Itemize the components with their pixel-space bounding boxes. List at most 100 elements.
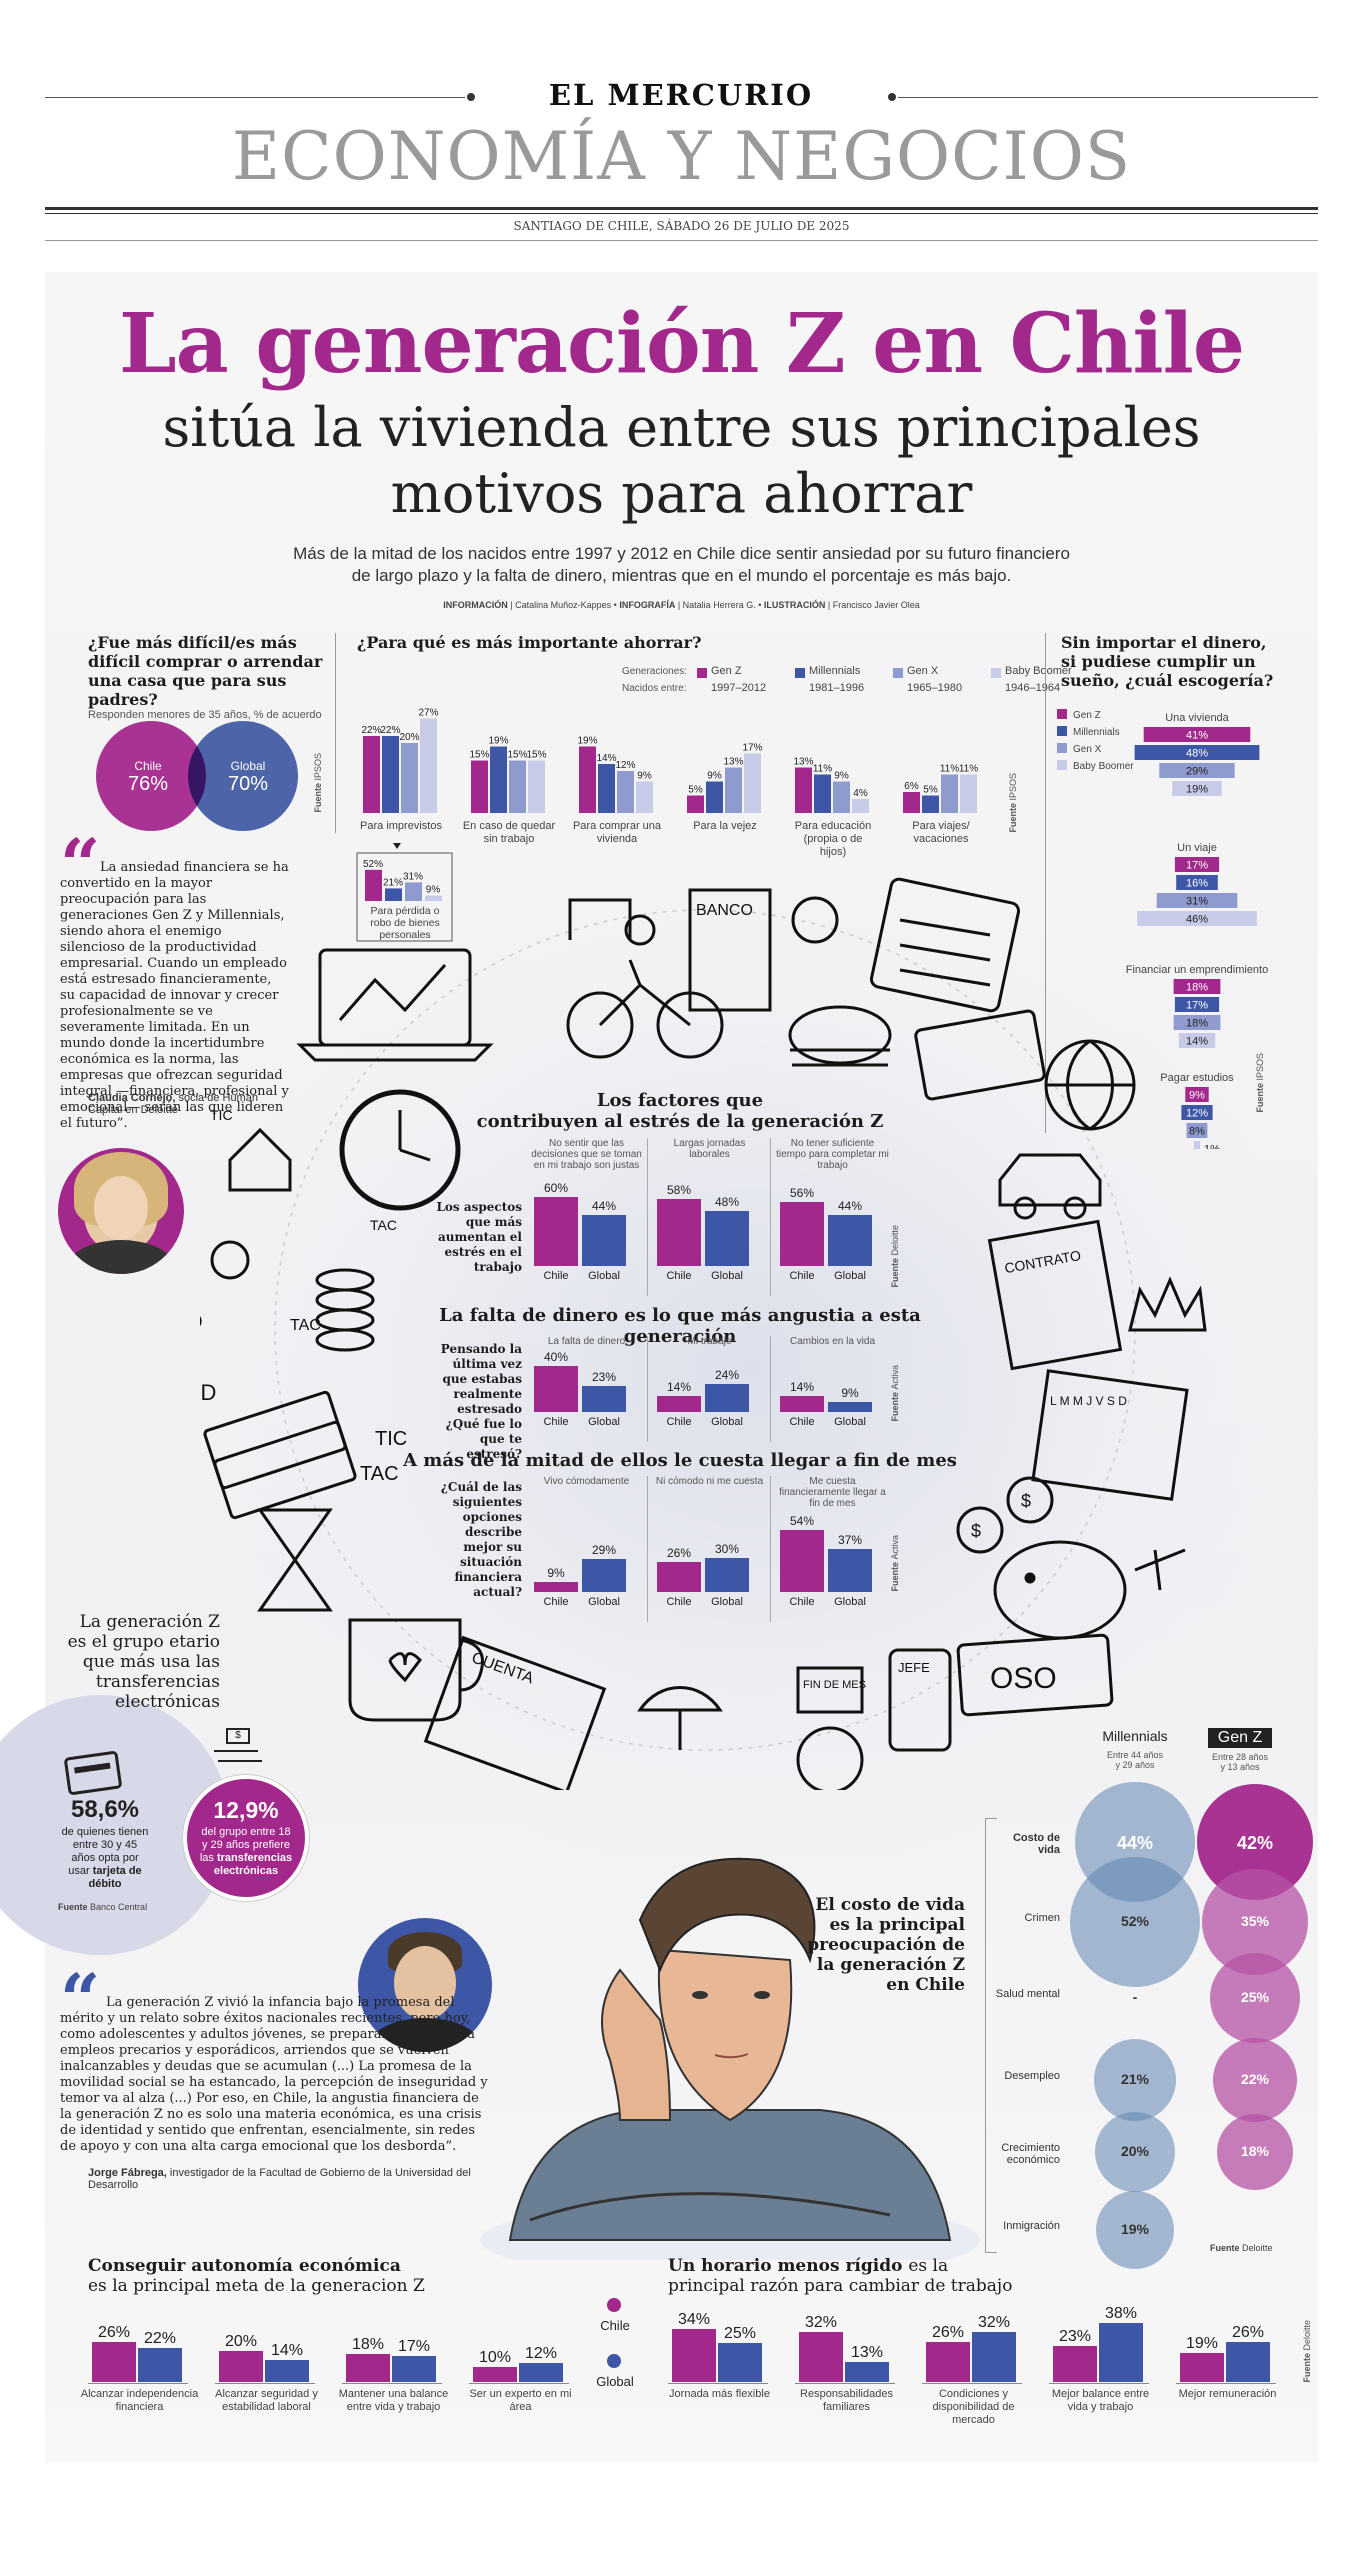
pair-divider <box>770 1336 771 1442</box>
bottom-bar-global <box>265 2360 309 2382</box>
concern-bubble-millennials <box>1070 1857 1200 1987</box>
savings-pointer-icon <box>393 843 401 849</box>
quote-mark-icon: “ <box>60 823 101 906</box>
concern-bubble-millennials <box>1093 2038 1177 2122</box>
savings-source-name: IPSOS <box>1008 773 1018 801</box>
savings-callout-label: robo de bienes <box>370 917 439 929</box>
transfers-v1-desc-1: de quienes tienen <box>61 1826 149 1838</box>
savings-source: Fuente IPSOS <box>1008 773 1018 833</box>
credit-info: Catalina Muñoz-Kappes <box>515 600 612 610</box>
portrait-jorge <box>358 1918 492 2052</box>
stress-source-name: Deloitte <box>890 1225 900 1256</box>
bottom-bar-label-chile: 19% <box>1185 2334 1219 2352</box>
pair-axis-label-global: Global <box>834 1596 866 1608</box>
housing-question-3: una casa que para sus padres? <box>88 671 287 709</box>
concerns-heading-4: la generación Z <box>816 1955 965 1975</box>
endmonth-question: ¿Cuál de las siguientes opciones describ… <box>440 1480 522 1599</box>
bottom-bar-label-global: 26% <box>1231 2323 1265 2341</box>
bottom-bar-label-chile: 23% <box>1058 2328 1092 2346</box>
savings-bar-label: 20% <box>399 732 419 743</box>
bottom-category-label: Mejor remuneración <box>1178 2388 1277 2400</box>
dream-bar <box>1176 875 1218 890</box>
dream-bar-label: 19% <box>1186 784 1208 796</box>
pair-axis-label-chile: Chile <box>666 1416 692 1428</box>
dream-bar-label: 46% <box>1186 914 1208 926</box>
quote-deloitte-role: socia de Human Capital en Deloitte <box>88 1092 258 1116</box>
savings-bar-label: 11% <box>813 764 832 775</box>
savings-legend-swatch <box>893 668 903 678</box>
pair-bar-label-global: 44% <box>837 1199 863 1214</box>
quote-deloitte-text: La ansiedad financiera se ha convertido … <box>60 860 289 1131</box>
pair-bar-label-chile: 56% <box>789 1185 815 1200</box>
dream-bar-label: 29% <box>1186 766 1208 778</box>
tablet-icon: CUENTA <box>423 1635 607 1790</box>
house-icon <box>228 1127 292 1192</box>
savings-bar-label: 6% <box>904 781 919 792</box>
dream-bar-label: 18% <box>1186 982 1208 994</box>
bottom-bar-global <box>845 2361 889 2382</box>
dream-category-label: Financiar un emprendimiento <box>1126 964 1268 976</box>
savings-bar-label: 14% <box>596 753 616 764</box>
pair-axis-label-chile: Chile <box>543 1270 569 1282</box>
schedule-source-label: Fuente <box>1302 2353 1312 2383</box>
pair-bar-label-chile: 54% <box>789 1513 815 1528</box>
pair-axis-label-global: Global <box>711 1270 743 1282</box>
housing-block: ¿Fue más difícil/es más difícil comprar … <box>88 633 338 833</box>
savings-legend-years: 1946–1964 <box>1005 682 1061 694</box>
concerns-millennials-age-2: y 29 años <box>1115 1760 1155 1770</box>
dream-bar <box>1185 1087 1209 1102</box>
concern-bubble-genz <box>1212 2037 1298 2123</box>
dollar-sign-2: $ <box>1021 1491 1031 1511</box>
dateline: SANTIAGO DE CHILE, SÁBADO 26 DE JULIO DE… <box>513 219 850 233</box>
savings-category-label: Para la vejez <box>693 820 757 832</box>
doodle-days-label: L M M J V S D <box>1050 1394 1127 1408</box>
pair-category-label: La falta de dinero <box>547 1336 626 1347</box>
quote-mark-icon-2: “ <box>60 1958 101 2041</box>
doodle-finmes-label: FIN DE MES <box>803 1679 866 1691</box>
autonomy-title: Conseguir autonomía económica es la prin… <box>88 2256 425 2296</box>
housing-source-label: Fuente <box>313 783 323 813</box>
dream-bar <box>1134 745 1260 760</box>
concerns-millennials-label: Millennials <box>1102 1728 1168 1744</box>
savings-bar-label: 9% <box>834 771 849 782</box>
savings-legend-years: 1997–2012 <box>711 682 767 694</box>
dollar-sign-1: $ <box>971 1521 981 1541</box>
bottom-bar-chile <box>1180 2352 1224 2382</box>
savings-bar <box>579 746 596 813</box>
doodle-tic-label-2: TIC <box>375 1428 407 1450</box>
dream-source-name: IPSOS <box>1255 1053 1265 1081</box>
bottom-bar-chile <box>1053 2346 1097 2382</box>
housing-global-value: 70% <box>227 773 269 795</box>
bottom-bar-global <box>138 2347 182 2382</box>
transfers-v2-desc-2: y 29 años prefiere <box>201 1839 291 1851</box>
concerns-heading-5: en Chile <box>886 1975 965 1995</box>
burger-icon <box>788 1005 892 1067</box>
concern-value-millennials: 19% <box>1120 2221 1150 2237</box>
savings-bar <box>903 792 920 813</box>
autonomy-chart: 26% 22% Alcanzar independencia financiera 2… <box>81 2310 588 2450</box>
pair-axis-label-global: Global <box>711 1416 743 1428</box>
doodle-tac-label-3: TAC <box>360 1463 399 1485</box>
savings-category-label: vacaciones <box>913 833 969 845</box>
pair-bar-global <box>582 1558 626 1592</box>
transfers-v2-desc-3: las <box>199 1852 214 1864</box>
transfers-v1-desc-3: años opta por <box>71 1852 139 1864</box>
savings-bar <box>725 767 742 813</box>
masthead-rule-left <box>45 97 465 98</box>
housing-circle-global <box>188 721 298 831</box>
bottom-category-label: Condiciones y disponibilidad de mercado <box>932 2388 1015 2426</box>
masthead-rule-right <box>898 97 1318 98</box>
dream-legend-label: Gen Z <box>1073 710 1101 721</box>
endmonth-source: Fuente Activa <box>890 1535 900 1592</box>
credit-info-label: INFORMACIÓN <box>443 600 508 610</box>
concerns-bracket <box>985 1818 997 2253</box>
bottom-bar-label-chile: 10% <box>478 2348 512 2366</box>
credit-ilus-label: ILUSTRACIÓN <box>763 600 826 610</box>
pair-category-label: Vivo cómodamente <box>543 1476 630 1487</box>
pair-axis-label-global: Global <box>588 1596 620 1608</box>
concern-label: Crimen <box>1024 1912 1060 1924</box>
savings-category-label: Para imprevistos <box>360 820 442 832</box>
concern-value-millennials: 44% <box>1116 1833 1154 1853</box>
bottom-bar-global <box>392 2355 436 2382</box>
quote-fabrega-attrib: Jorge Fábrega, investigador de la Facult… <box>88 2167 498 2191</box>
